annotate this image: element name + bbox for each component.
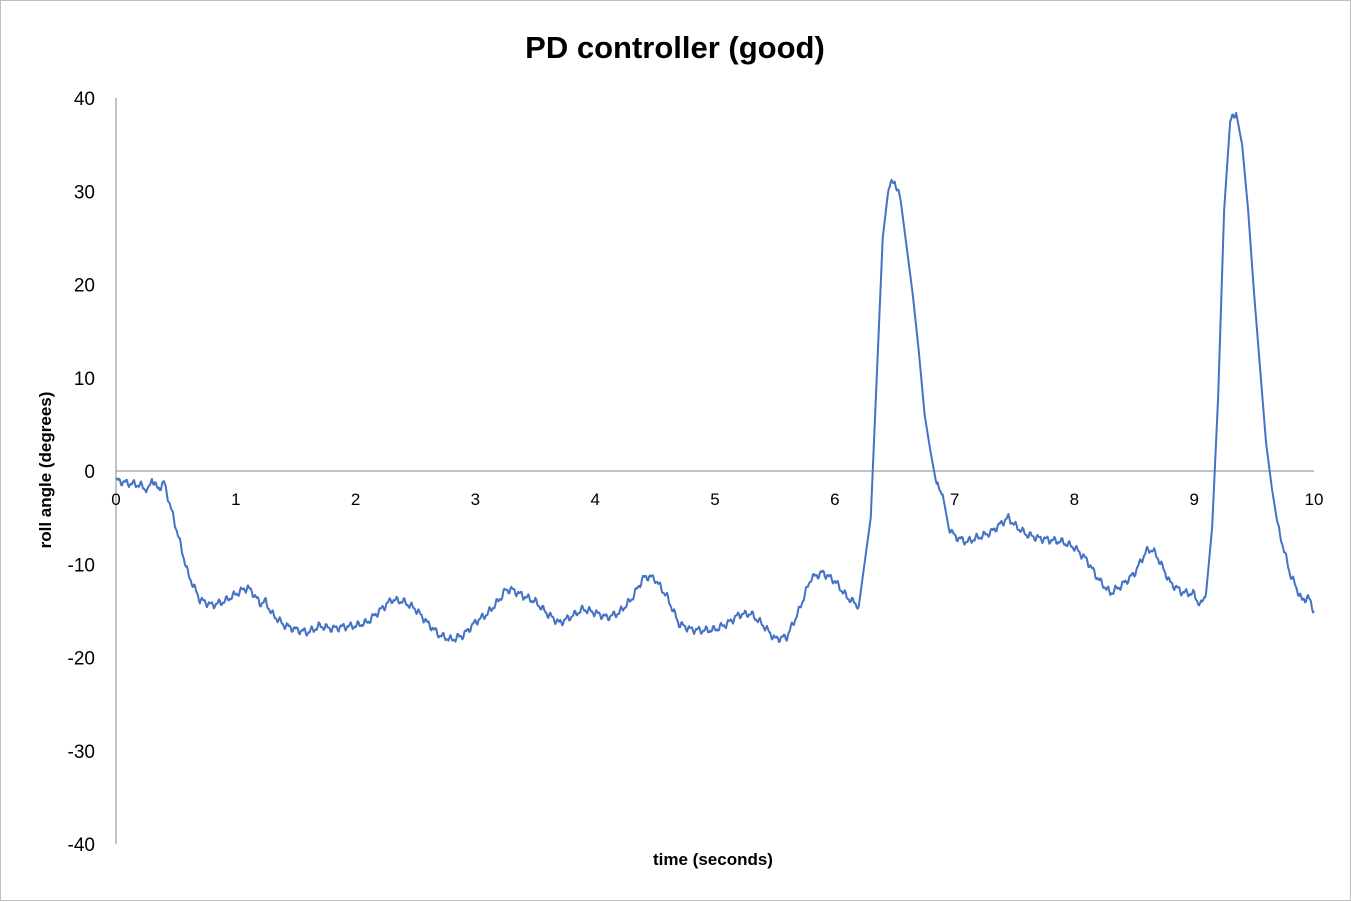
chart-title: PD controller (good) [525, 30, 825, 65]
x-tick-label: 10 [1305, 490, 1324, 509]
x-tick-label: 6 [830, 490, 839, 509]
x-tick-label: 1 [231, 490, 240, 509]
x-tick-label: 0 [111, 490, 120, 509]
y-tick-label: -10 [68, 555, 95, 576]
x-tick-label: 9 [1189, 490, 1198, 509]
y-tick-label: -30 [68, 742, 95, 763]
y-tick-label: 20 [74, 276, 95, 297]
x-axis-title: time (seconds) [653, 850, 773, 869]
y-tick-label: -20 [68, 649, 95, 670]
y-tick-label: 10 [74, 369, 95, 390]
x-axis: 0 1 2 3 4 5 6 7 8 9 10 [111, 470, 1324, 509]
y-axis: 40 30 20 10 0 -10 -20 -30 -40 [68, 89, 117, 856]
y-tick-label: 30 [74, 182, 95, 203]
y-tick-label: 40 [74, 89, 95, 110]
series-layer [115, 111, 1315, 643]
x-tick-label: 2 [351, 490, 360, 509]
x-tick-label: 4 [590, 490, 599, 509]
series-line [115, 111, 1315, 643]
x-tick-label: 5 [710, 490, 719, 509]
y-axis-title: roll angle (degrees) [36, 392, 55, 549]
y-tick-label: -40 [68, 835, 95, 856]
x-tick-label: 7 [950, 490, 959, 509]
x-tick-label: 3 [471, 490, 480, 509]
x-tick-label: 8 [1070, 490, 1079, 509]
y-tick-label: 0 [84, 462, 95, 483]
